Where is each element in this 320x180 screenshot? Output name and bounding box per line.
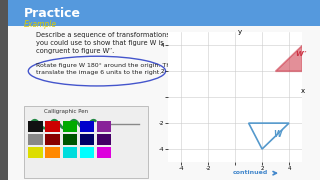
FancyBboxPatch shape bbox=[97, 147, 111, 158]
Text: Example: Example bbox=[24, 20, 57, 29]
FancyBboxPatch shape bbox=[28, 121, 43, 132]
Text: W′′: W′′ bbox=[296, 51, 307, 57]
Text: W: W bbox=[273, 130, 281, 139]
Text: x: x bbox=[300, 88, 304, 94]
FancyBboxPatch shape bbox=[28, 134, 43, 145]
FancyBboxPatch shape bbox=[63, 147, 77, 158]
FancyBboxPatch shape bbox=[97, 134, 111, 145]
FancyBboxPatch shape bbox=[24, 106, 148, 178]
Text: Rotate figure W 180° around the origin. Then
translate the image 6 units to the : Rotate figure W 180° around the origin. … bbox=[36, 63, 178, 75]
Text: continued: continued bbox=[233, 170, 268, 175]
FancyBboxPatch shape bbox=[45, 134, 60, 145]
FancyBboxPatch shape bbox=[80, 121, 94, 132]
FancyBboxPatch shape bbox=[8, 0, 320, 26]
FancyBboxPatch shape bbox=[45, 121, 60, 132]
FancyBboxPatch shape bbox=[97, 121, 111, 132]
Text: Describe a sequence of transformations
you could use to show that figure W is
co: Describe a sequence of transformations y… bbox=[36, 31, 170, 55]
FancyBboxPatch shape bbox=[80, 147, 94, 158]
Text: Calligraphic Pen: Calligraphic Pen bbox=[44, 109, 88, 114]
FancyBboxPatch shape bbox=[63, 121, 77, 132]
FancyBboxPatch shape bbox=[63, 134, 77, 145]
Text: y: y bbox=[238, 29, 242, 35]
FancyBboxPatch shape bbox=[80, 134, 94, 145]
Text: Practice: Practice bbox=[24, 7, 81, 20]
FancyBboxPatch shape bbox=[28, 147, 43, 158]
FancyBboxPatch shape bbox=[45, 147, 60, 158]
Polygon shape bbox=[276, 45, 302, 71]
